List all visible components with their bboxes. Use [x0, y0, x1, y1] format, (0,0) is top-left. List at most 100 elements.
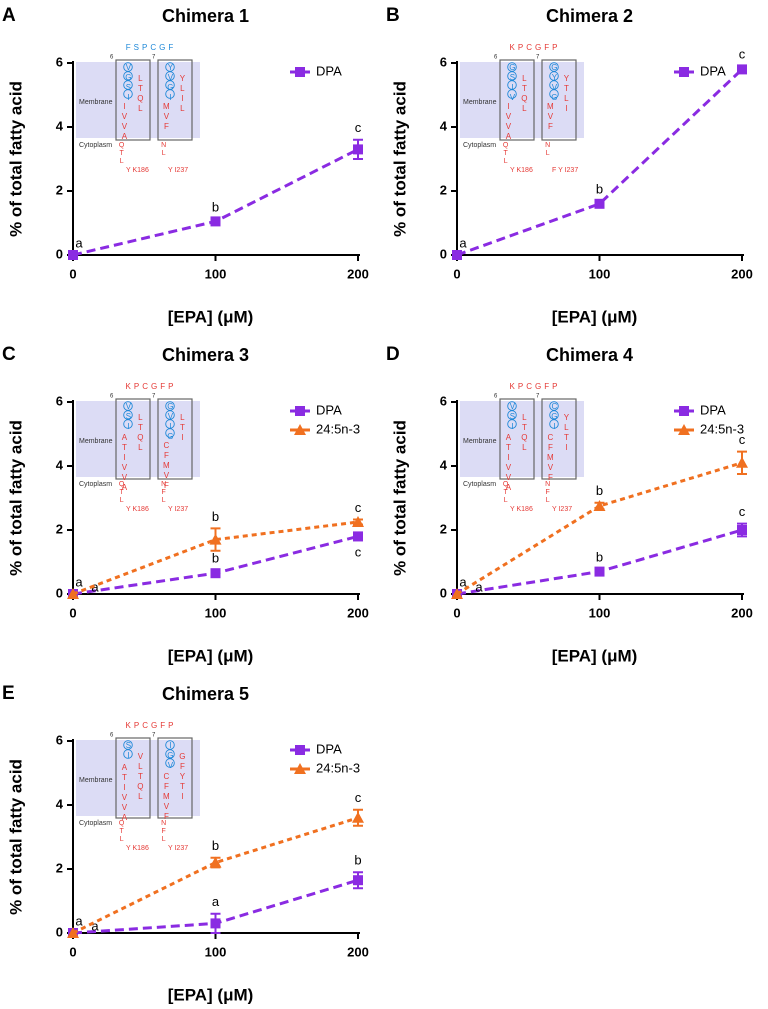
x-tick-label: 200 — [731, 266, 753, 281]
tail-residues: QTL — [118, 142, 125, 166]
tail-residues: NL — [160, 142, 167, 158]
data-point — [452, 250, 462, 260]
residues: LTQL — [520, 74, 529, 114]
x-tick-label: 100 — [205, 605, 227, 620]
data-point — [209, 533, 222, 545]
legend-marker — [295, 745, 305, 755]
x-tick-label: 100 — [589, 266, 611, 281]
y-tick-label: 6 — [56, 54, 63, 69]
membrane-label: Membrane — [463, 438, 497, 445]
helix-box — [115, 59, 151, 141]
residues: LTQL — [136, 74, 145, 114]
helix-number: 7 — [152, 733, 156, 739]
y-tick-label: 6 — [56, 732, 63, 747]
panel-letter: D — [386, 344, 400, 365]
cytoplasm-label: Cytoplasm — [79, 481, 112, 488]
significance-label: a — [75, 574, 83, 589]
tail-residues: NFL — [160, 481, 167, 505]
tail-residues: QTL — [502, 142, 509, 166]
data-point — [594, 566, 605, 577]
data-point — [737, 525, 747, 535]
data-point — [352, 516, 364, 527]
data-point — [737, 64, 747, 75]
residue-circle — [123, 749, 133, 759]
cytoplasm-label: Cytoplasm — [79, 142, 112, 149]
y-tick-label: 4 — [56, 796, 64, 811]
helix-box — [115, 737, 151, 819]
legend-label: DPA — [316, 63, 342, 78]
data-point — [67, 927, 79, 938]
helix-number: 6 — [110, 394, 114, 400]
y-tick-label: 2 — [56, 860, 63, 875]
helix-number: 6 — [110, 55, 114, 61]
helix-number: 7 — [152, 394, 156, 400]
significance-label: a — [75, 913, 83, 928]
loop-residues: KPCGFP — [510, 43, 561, 52]
residues: LTQL — [136, 413, 145, 453]
helix-box — [115, 398, 151, 480]
loop-residues: FSPCGF — [126, 43, 176, 52]
residues: CFMVF — [162, 772, 171, 822]
residue-circle — [507, 89, 517, 99]
chart-title: Chimera 5 — [162, 684, 249, 704]
tail-residues: QTL — [118, 481, 125, 505]
y-tick-label: 0 — [56, 585, 63, 600]
end-residues: Y K186 — [510, 167, 533, 174]
end-residues: Y K186 — [510, 506, 533, 513]
loop-residues: KPCGFP — [510, 382, 561, 391]
x-tick-label: 0 — [69, 605, 76, 620]
legend-label: 24:5n-3 — [316, 760, 360, 775]
y-tick-label: 0 — [440, 585, 447, 600]
y-tick-label: 6 — [440, 54, 447, 69]
significance-label: b — [212, 550, 219, 565]
significance-label: c — [355, 120, 362, 135]
significance-label: b — [212, 509, 219, 524]
data-point — [210, 216, 221, 227]
helix-box — [157, 737, 193, 819]
significance-label: c — [739, 47, 746, 62]
membrane — [76, 401, 200, 477]
legend-label: DPA — [700, 63, 726, 78]
residue-circle — [165, 428, 175, 438]
significance-label: c — [355, 500, 362, 515]
tail-residues: QTL — [118, 820, 125, 844]
legend-marker — [295, 67, 305, 77]
end-residues: Y I237 — [168, 167, 188, 174]
y-axis-label: % of total fatty acid — [390, 420, 409, 576]
panel-letter: C — [2, 344, 16, 365]
circled-residues: VSI — [508, 402, 517, 432]
tail-residues: NFL — [160, 820, 167, 844]
membrane — [460, 62, 584, 138]
significance-label: c — [739, 504, 746, 519]
residues: MVF — [546, 102, 555, 132]
significance-label: b — [212, 838, 219, 853]
residues: ATIVVA — [120, 433, 129, 493]
significance-label: a — [91, 579, 99, 594]
y-tick-label: 2 — [56, 182, 63, 197]
x-tick-label: 100 — [205, 944, 227, 959]
circled-residues: SI — [124, 741, 133, 761]
end-residues: Y K186 — [126, 506, 149, 513]
cytoplasm-label: Cytoplasm — [463, 142, 496, 149]
significance-label: c — [355, 545, 362, 560]
y-tick-label: 2 — [440, 521, 447, 536]
x-axis-label: [EPA] (μM) — [552, 307, 638, 326]
x-tick-label: 100 — [589, 605, 611, 620]
residues: YLIL — [178, 74, 187, 114]
membrane-label: Membrane — [79, 777, 113, 784]
legend-marker — [294, 424, 306, 435]
legend-marker — [679, 406, 689, 416]
residue-circle — [549, 419, 559, 429]
circled-residues: CGI — [550, 402, 559, 432]
data-point — [67, 588, 79, 599]
residues: LTQL — [520, 413, 529, 453]
residues: CFMVF — [162, 441, 171, 491]
x-tick-label: 100 — [205, 266, 227, 281]
x-tick-label: 0 — [69, 266, 76, 281]
y-tick-label: 2 — [440, 182, 447, 197]
significance-label: a — [212, 894, 220, 909]
significance-label: c — [739, 432, 746, 447]
y-tick-label: 4 — [440, 457, 448, 472]
legend-marker — [679, 67, 689, 77]
y-axis-label: % of total fatty acid — [390, 81, 409, 237]
